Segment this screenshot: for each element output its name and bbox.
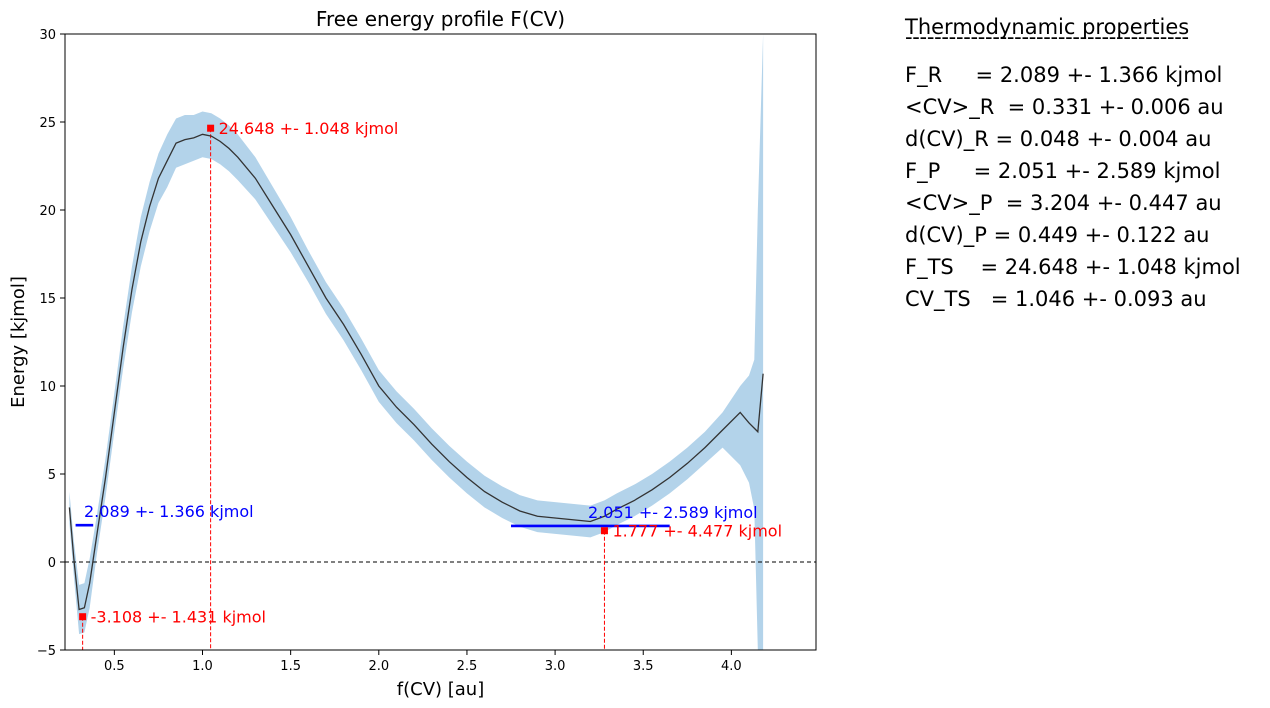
x-axis-label: f(CV) [au] bbox=[397, 679, 484, 700]
y-tick-label: 10 bbox=[39, 380, 56, 395]
chart-title: Free energy profile F(CV) bbox=[316, 7, 565, 31]
y-tick-label: 15 bbox=[39, 292, 56, 307]
thermo-line-cv-ts: CV_TS = 1.046 +- 0.093 au bbox=[905, 287, 1207, 311]
y-tick-label: 5 bbox=[48, 468, 56, 483]
x-tick-label: 2.5 bbox=[457, 659, 478, 674]
marker-label-2: 1.777 +- 4.477 kjmol bbox=[612, 522, 782, 541]
error-band bbox=[69, 34, 764, 650]
thermo-list: F_R = 2.089 +- 1.366 kjmol <CV>_R = 0.33… bbox=[905, 59, 1241, 315]
x-tick-label: 1.0 bbox=[192, 659, 213, 674]
level-label-1: 2.051 +- 2.589 kjmol bbox=[588, 503, 758, 522]
y-axis-label: Energy [kjmol] bbox=[8, 276, 29, 408]
marker-point-1 bbox=[207, 124, 215, 132]
x-tick-label: 1.5 bbox=[280, 659, 301, 674]
y-tick-label: 25 bbox=[39, 116, 56, 131]
thermo-panel-title: Thermodynamic properties bbox=[905, 15, 1190, 39]
x-tick-label: 3.0 bbox=[545, 659, 566, 674]
y-tick-label: 20 bbox=[39, 204, 56, 219]
level-label-0: 2.089 +- 1.366 kjmol bbox=[84, 502, 254, 521]
thermo-line-f-ts: F_TS = 24.648 +- 1.048 kjmol bbox=[905, 255, 1241, 279]
y-tick-label: 0 bbox=[48, 556, 56, 571]
thermo-line-dcv-p: d(CV)_P = 0.449 +- 0.122 au bbox=[905, 223, 1210, 247]
y-tick-label: −5 bbox=[37, 644, 56, 659]
x-tick-label: 2.0 bbox=[368, 659, 389, 674]
free-energy-curve bbox=[68, 133, 764, 611]
thermo-line-dcv-r: d(CV)_R = 0.048 +- 0.004 au bbox=[905, 127, 1212, 151]
x-tick-label: 4.0 bbox=[721, 659, 742, 674]
thermo-line-cv-p: <CV>_P = 3.204 +- 0.447 au bbox=[905, 191, 1222, 215]
free-energy-chart: -3.108 +- 1.431 kjmol 24.648 +- 1.048 kjm… bbox=[8, 7, 817, 700]
x-tick-label: 3.5 bbox=[633, 659, 654, 674]
x-tick-label: 0.5 bbox=[104, 659, 125, 674]
y-tick-label: 30 bbox=[39, 28, 56, 43]
marker-label-0: -3.108 +- 1.431 kjmol bbox=[91, 608, 266, 627]
thermo-line-f-p: F_P = 2.051 +- 2.589 kjmol bbox=[905, 159, 1221, 183]
marker-point-2 bbox=[600, 527, 608, 535]
marker-label-1: 24.648 +- 1.048 kjmol bbox=[219, 119, 399, 138]
thermo-line-f-r: F_R = 2.089 +- 1.366 kjmol bbox=[905, 63, 1223, 87]
thermo-panel: Thermodynamic properties ---------------… bbox=[905, 14, 1241, 315]
marker-point-0 bbox=[79, 613, 87, 621]
thermo-panel-rule: --------------------------------------- bbox=[905, 25, 1189, 49]
thermo-line-cv-r: <CV>_R = 0.331 +- 0.006 au bbox=[905, 95, 1224, 119]
plot-frame bbox=[64, 33, 817, 651]
